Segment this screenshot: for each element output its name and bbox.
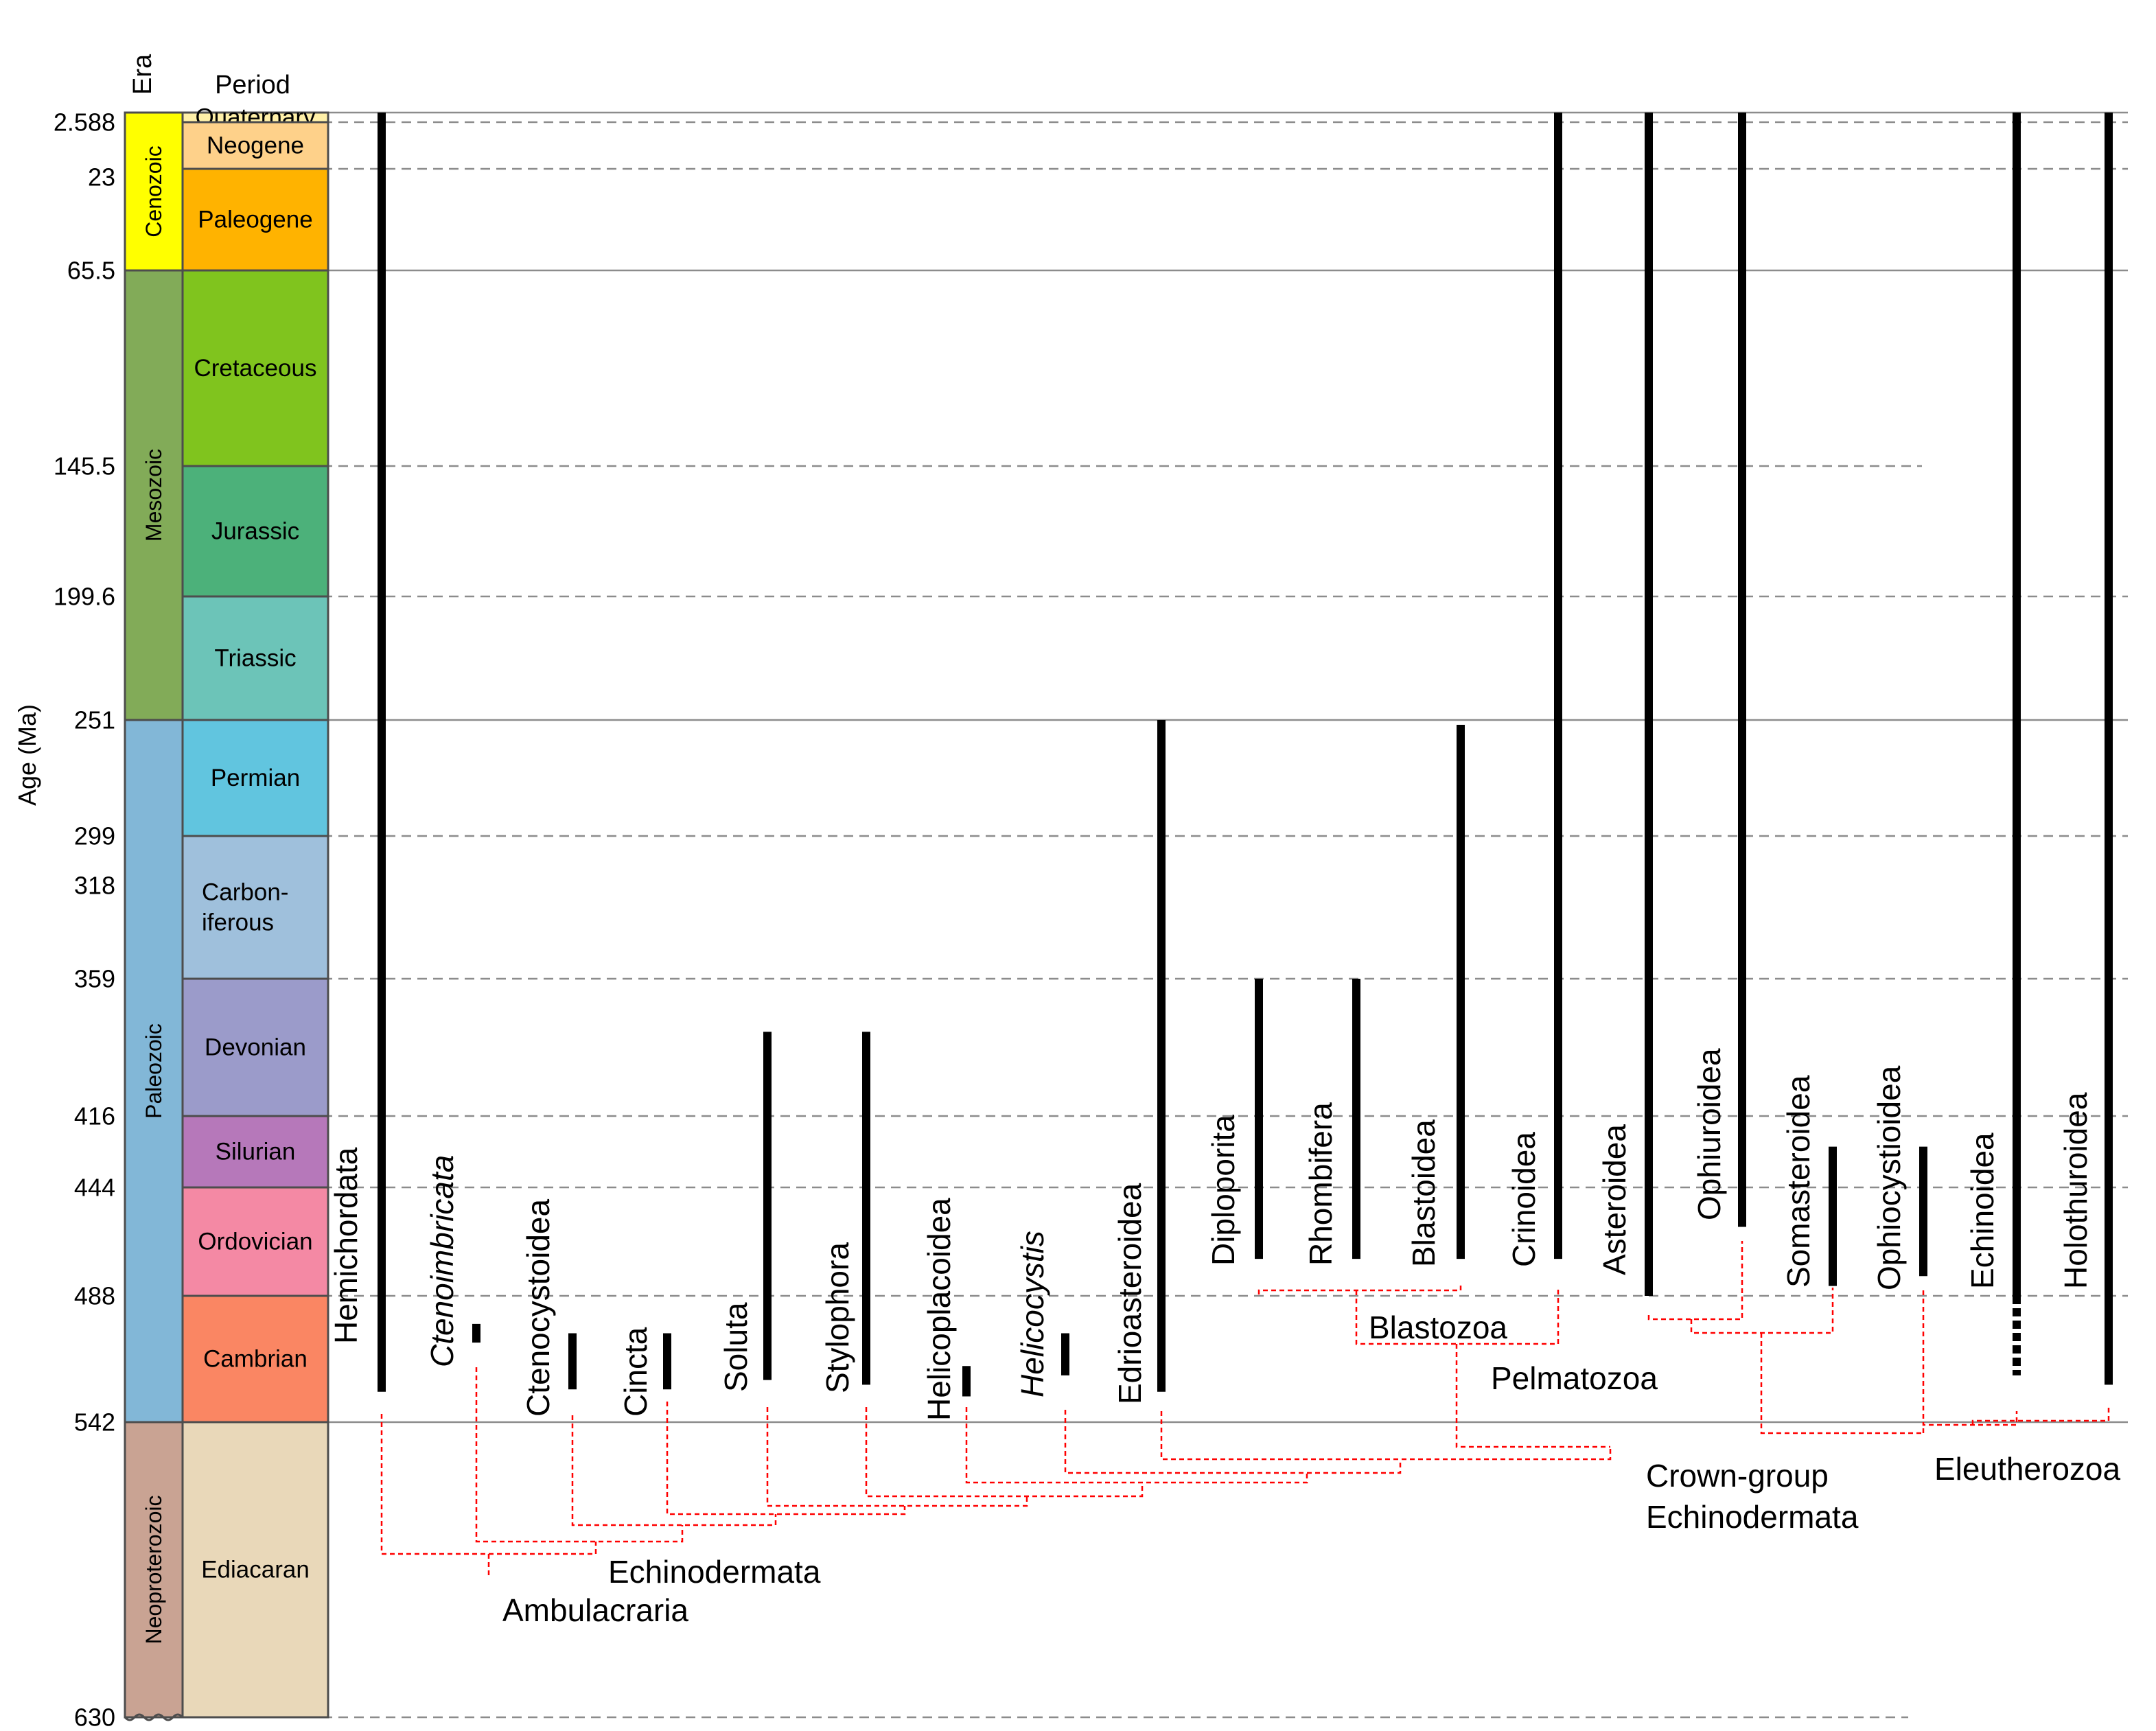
period-block — [181, 1421, 329, 1719]
taxon-label: Rhombifera — [1303, 1102, 1338, 1266]
cladogram-branch — [571, 1415, 777, 1526]
era-block — [124, 111, 184, 272]
period-block — [181, 465, 329, 598]
cladogram-branch — [666, 1402, 906, 1515]
age-tick-label: 299 — [74, 822, 115, 850]
period-label: Neogene — [207, 132, 304, 159]
era-label: Mesozoic — [141, 449, 166, 542]
age-axis-title: Age (Ma) — [13, 704, 41, 806]
cladogram-branch — [865, 1407, 1144, 1498]
cladogram-branch — [1647, 1241, 1743, 1321]
era-block — [124, 1421, 184, 1719]
cladogram-branch — [1971, 1406, 2110, 1425]
age-tick-label: 488 — [74, 1282, 115, 1310]
clade-label: Blastozoa — [1369, 1310, 1507, 1345]
cladogram-branch — [1355, 1288, 1560, 1345]
cladogram-branch — [1064, 1410, 1402, 1474]
era-label: Cenozoic — [141, 146, 166, 237]
period-block — [181, 1294, 329, 1424]
cladogram-branch — [1455, 1344, 1610, 1448]
period-label: Paleogene — [198, 207, 312, 233]
period-label: Cambrian — [203, 1346, 308, 1373]
period-label: Devonian — [205, 1034, 306, 1061]
era-break-line — [124, 1713, 184, 1721]
period-block — [181, 835, 329, 980]
age-tick-label: 359 — [74, 965, 115, 993]
taxon-label: Diploporita — [1205, 1115, 1241, 1266]
period-block — [181, 269, 329, 467]
taxon-label: Edrioasteroidea — [1112, 1183, 1148, 1404]
era-block — [124, 719, 184, 1424]
taxon-label: Hemichordata — [328, 1147, 364, 1344]
period-block — [181, 121, 329, 170]
period-label: Cretaceous — [194, 355, 317, 382]
age-tick-label: 65.5 — [67, 257, 115, 285]
taxon-label: Ctenocystoidea — [520, 1199, 556, 1417]
taxon-label: Asteroidea — [1597, 1124, 1632, 1275]
age-tick-label: 23 — [88, 163, 115, 191]
taxon-label: Ctenoimbricata — [424, 1155, 460, 1367]
clade-label: Eleutherozoa — [1934, 1451, 2120, 1487]
taxon-label: Crinoidea — [1506, 1132, 1542, 1267]
period-label: Jurassic — [211, 518, 299, 545]
period-block — [181, 167, 329, 272]
period-block — [181, 595, 329, 721]
taxon-label: Echinoidea — [1964, 1132, 2000, 1289]
period-header: Period — [215, 71, 290, 100]
cladogram-branch — [1690, 1288, 1834, 1334]
period-label: Triassic — [214, 645, 296, 672]
period-label: Ediacaran — [201, 1557, 310, 1583]
taxon-label: Soluta — [718, 1302, 754, 1392]
clade-label: Echinodermata — [608, 1554, 821, 1590]
cladogram-branch — [1160, 1411, 1612, 1461]
taxon-label: Holothuroidea — [2058, 1092, 2094, 1289]
cladogram-branch — [1760, 1333, 1923, 1434]
taxon-label: Somasteroidea — [1781, 1075, 1816, 1288]
age-tick-label: 318 — [74, 872, 115, 900]
clade-label: Echinodermata — [1646, 1499, 1859, 1535]
period-block — [181, 977, 329, 1117]
age-tick-label: 145.5 — [54, 452, 115, 480]
cladogram-branch — [766, 1407, 1028, 1507]
period-label: iferous — [202, 909, 274, 936]
period-label: Ordovician — [198, 1229, 312, 1255]
clade-label: Crown-group — [1646, 1458, 1829, 1494]
taxon-label: Helicoplacoidea — [921, 1198, 957, 1421]
cladogram-branch — [380, 1414, 597, 1555]
cladogram-branch — [1257, 1283, 1462, 1294]
taxon-label: Helicocystis — [1015, 1231, 1050, 1397]
cladogram-branch — [965, 1407, 1308, 1484]
age-tick-label: 542 — [74, 1408, 115, 1437]
period-label: Silurian — [216, 1139, 296, 1165]
era-block — [124, 269, 184, 721]
cladogram-branch — [1922, 1290, 2018, 1426]
age-tick-label: 630 — [74, 1704, 115, 1731]
taxon-label: Ophiocystioidea — [1871, 1065, 1907, 1290]
cladogram-branch — [475, 1367, 684, 1543]
period-block — [181, 1186, 329, 1297]
era-label: Neoproterozoic — [141, 1496, 166, 1645]
era-header: Era — [128, 54, 157, 95]
age-tick-label: 416 — [74, 1102, 115, 1130]
period-label: Permian — [211, 765, 300, 791]
period-block — [181, 1115, 329, 1189]
period-block — [181, 719, 329, 837]
era-label: Paleozoic — [141, 1023, 166, 1119]
taxon-label: Blastoidea — [1406, 1119, 1441, 1267]
age-tick-label: 2.588 — [54, 108, 115, 137]
period-label: Carbon- — [202, 879, 288, 906]
age-tick-label: 199.6 — [54, 583, 115, 611]
taxon-label: Stylophora — [820, 1242, 855, 1393]
taxon-label: Cincta — [618, 1327, 653, 1417]
age-tick-label: 251 — [74, 706, 115, 734]
age-tick-label: 444 — [74, 1174, 115, 1202]
clade-label: Pelmatozoa — [1491, 1360, 1658, 1396]
taxon-label: Ophiuroidea — [1691, 1048, 1727, 1220]
clade-label: Ambulacraria — [502, 1592, 688, 1628]
